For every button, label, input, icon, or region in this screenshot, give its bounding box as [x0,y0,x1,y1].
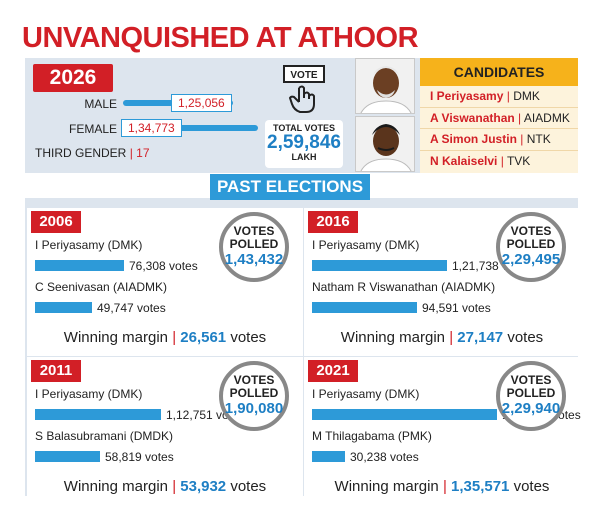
candidates-box: CANDIDATES I Periyasamy | DMK A Viswanat… [420,58,578,173]
election-panel: 2021 I Periyasamy (DMK) 1,65,809 votes M… [304,357,581,505]
candidate-party: NTK [526,132,551,146]
candidate-name: A Simon Justin [430,132,517,146]
runner-up-name: M Thilagabama (PMK) [312,429,432,443]
winning-margin-value: 27,147 [457,329,504,346]
election-year-badge: 2011 [31,360,81,382]
election-year-badge: 2016 [308,211,358,233]
election-year-badge: 2021 [308,360,358,382]
vote-icon-label: VOTE [290,70,318,81]
candidate-name: A Viswanathan [430,110,515,125]
candidate-photo-2 [355,116,415,172]
votes-polled-label: VOTES [510,224,552,238]
runner-up-name: C Seenivasan (AIADMK) [35,280,168,294]
past-elections-panel: 2006 I Periyasamy (DMK) 76,308 votes C S… [25,198,581,505]
votes-polled-label: POLLED [506,386,556,400]
winning-margin-value: 1,35,571 [451,478,510,495]
year-badge: 2026 [33,64,113,92]
candidate-row: A Viswanathan | AIADMK [420,108,578,129]
candidate-party: DMK [513,89,540,103]
winning-margin-value: 53,932 [180,478,227,495]
election-panel: 2016 I Periyasamy (DMK) 1,21,738 votes N… [304,208,580,356]
third-gender-value: 17 [136,146,150,160]
votes-polled-value: 1,43,432 [224,251,284,268]
winning-margin-unit: votes [230,329,267,346]
winning-margin: Winning margin | 27,147 votes [340,329,544,346]
runner-up-votes-bar [312,451,345,462]
winning-margin-label: Winning margin [63,329,169,346]
runner-up-votes-bar [35,302,92,313]
election-year-badge: 2006 [31,211,81,233]
winning-margin-label: Winning margin [63,478,169,495]
votes-polled-circle: VOTES POLLED 1,90,080 [219,361,289,431]
candidates-heading: CANDIDATES [420,58,578,86]
candidate-party: TVK [506,153,531,168]
female-label: FEMALE [68,122,117,136]
runner-up-votes: 30,238 votes [350,450,419,464]
runner-up-name: S Balasubramani (DMDK) [35,429,174,443]
total-votes-unit: LAKH [291,152,317,162]
votes-polled-label: VOTES [510,373,552,387]
votes-polled-circle: VOTES POLLED 2,29,495 [496,212,566,282]
candidate-name: N Kalaiselvi [430,153,498,168]
winning-margin-unit: votes [513,478,550,495]
candidate-party: AIADMK [523,110,570,125]
election-panel: 2011 I Periyasamy (DMK) 1,12,751 votes S… [27,357,303,505]
winning-margin: Winning margin | 1,35,571 votes [334,478,550,495]
winning-margin: Winning margin | 53,932 votes [63,478,267,495]
winner-name: I Periyasamy (DMK) [35,387,143,401]
votes-polled-label: VOTES [233,373,275,387]
winner-name: I Periyasamy (DMK) [312,238,420,252]
winner-name: I Periyasamy (DMK) [35,238,143,252]
candidate-row: A Simon Justin | NTK [420,129,578,151]
male-label: MALE [84,97,117,111]
winner-votes-bar [312,409,497,420]
winning-margin: Winning margin | 26,561 votes [63,329,267,346]
votes-polled-label: VOTES [233,224,275,238]
winner-votes-bar [35,409,161,420]
winner-name: I Periyasamy (DMK) [312,387,420,401]
runner-up-name: Natham R Viswanathan (AIADMK) [312,280,496,294]
votes-polled-circle: VOTES POLLED 1,43,432 [219,212,289,282]
winning-margin-unit: votes [507,329,544,346]
third-gender-row: THIRD GENDER | 17 [35,146,150,160]
votes-polled-circle: VOTES POLLED 2,29,940 [496,361,566,431]
votes-polled-value: 1,90,080 [224,400,284,417]
runner-up-votes: 58,819 votes [105,450,174,464]
votes-polled-label: POLLED [229,386,279,400]
votes-polled-label: POLLED [229,237,279,251]
total-votes-box: TOTAL VOTES 2,59,846 LAKH [265,120,343,168]
candidate-photo-1 [355,58,415,114]
female-value: 1,34,773 [121,119,182,137]
vote-hand-icon: VOTE [283,65,325,113]
votes-polled-label: POLLED [506,237,556,251]
runner-up-votes: 94,591 votes [422,301,491,315]
winning-margin-label: Winning margin [334,478,439,495]
candidate-name: I Periyasamy [430,89,504,103]
candidate-row: N Kalaiselvi | TVK [430,153,531,168]
winner-votes-bar [312,260,447,271]
votes-polled-value: 2,29,495 [501,251,561,268]
male-value: 1,25,056 [171,94,232,112]
runner-up-votes-bar [312,302,417,313]
election-panel: 2006 I Periyasamy (DMK) 76,308 votes C S… [27,208,303,356]
runner-up-votes-bar [35,451,100,462]
page-title: UNVANQUISHED AT ATHOOR [22,22,419,54]
runner-up-votes: 49,747 votes [97,301,166,315]
winning-margin-value: 26,561 [180,329,227,346]
candidate-row: I Periyasamy | DMK [420,86,578,108]
winning-margin-unit: votes [230,478,267,495]
third-gender-label: THIRD GENDER [35,146,127,160]
winner-votes-bar [35,260,124,271]
votes-polled-value: 2,29,940 [501,400,561,417]
total-votes-value: 2,59,846 [267,132,341,153]
winner-votes: 76,308 votes [129,259,198,273]
female-bar [123,125,258,131]
current-election-panel: 2026 MALE 1,25,056 FEMALE 1,34,773 THIRD… [25,58,578,173]
winning-margin-label: Winning margin [340,329,446,346]
past-elections-heading: PAST ELECTIONS [210,174,370,200]
total-votes-label: TOTAL VOTES [272,123,335,133]
